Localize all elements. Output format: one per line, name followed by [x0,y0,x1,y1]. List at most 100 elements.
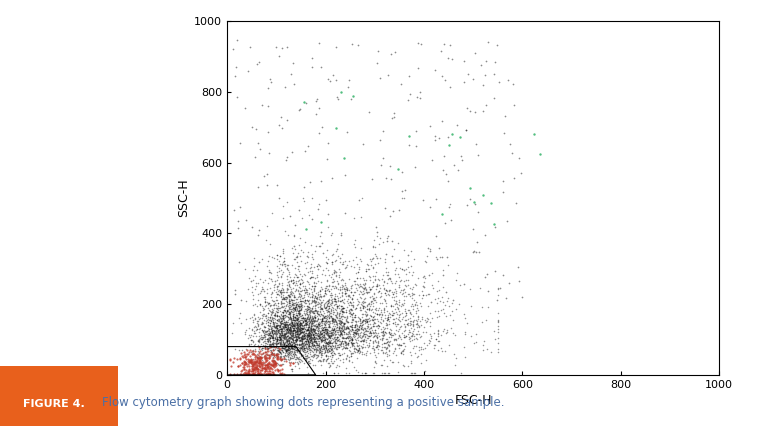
Point [277,315,289,322]
Point [292,265,304,272]
Point [289,337,301,344]
Point [306,305,318,311]
Point [288,321,301,328]
Point [343,346,355,353]
Point [340,330,352,337]
Point [288,354,300,361]
Point [366,337,378,344]
Point [284,323,296,330]
Point [338,325,350,332]
Point [282,325,294,332]
Point [247,362,259,369]
Point [304,342,316,349]
Point [260,347,273,354]
Point [261,351,273,358]
Point [349,314,361,320]
Point [329,295,341,302]
Point [266,334,278,341]
Point [322,332,334,339]
Point [403,335,416,342]
Point [408,326,420,333]
Point [337,328,349,334]
Point [308,347,320,354]
Point [350,326,362,333]
Point [291,348,304,354]
Point [279,354,291,361]
Point [271,312,283,319]
Point [306,293,318,300]
Point [266,326,279,333]
Point [299,334,311,341]
Point [310,292,322,299]
Point [386,340,398,347]
Point [344,337,356,343]
Point [315,299,327,306]
Point [266,351,279,358]
Point [303,316,315,322]
Point [252,184,264,190]
Point [387,291,399,297]
Point [416,288,428,294]
Point [288,326,301,333]
Point [333,320,345,326]
Point [314,287,326,294]
Point [281,348,293,354]
Point [349,348,361,355]
Point [283,359,295,366]
Point [310,329,322,336]
Point [321,336,333,343]
Point [298,345,310,351]
Point [302,306,314,313]
Point [312,325,324,332]
Point [330,312,342,319]
Point [415,346,427,353]
Point [397,347,409,354]
Point [287,337,299,343]
Point [479,231,491,238]
Point [329,319,341,325]
Point [372,306,384,313]
Point [354,283,366,290]
Point [266,368,279,375]
Point [299,271,311,278]
Point [294,298,306,305]
Point [349,321,361,328]
Point [301,332,313,339]
Point [307,349,319,356]
Point [287,327,299,334]
Point [337,321,349,328]
Point [312,315,324,322]
Point [301,332,313,339]
Point [277,338,289,345]
Point [461,105,473,112]
Point [384,274,396,281]
Point [297,277,309,284]
Point [269,360,281,367]
Point [356,290,368,297]
Point [298,248,310,255]
Point [270,343,282,350]
Point [342,341,354,348]
Point [298,283,310,290]
Point [279,333,291,340]
Point [373,294,385,301]
Point [362,289,374,296]
Point [297,314,309,321]
Point [308,334,320,340]
Point [286,338,298,345]
Point [309,350,321,357]
Point [352,326,364,333]
Point [335,303,347,310]
Point [283,348,295,355]
Point [309,314,321,321]
Point [492,284,504,291]
Point [276,336,288,343]
Point [297,342,309,348]
Point [444,311,456,318]
Point [319,339,332,346]
Point [302,338,314,345]
Point [269,322,282,329]
Point [322,338,334,345]
Point [319,348,331,355]
Point [328,317,340,324]
